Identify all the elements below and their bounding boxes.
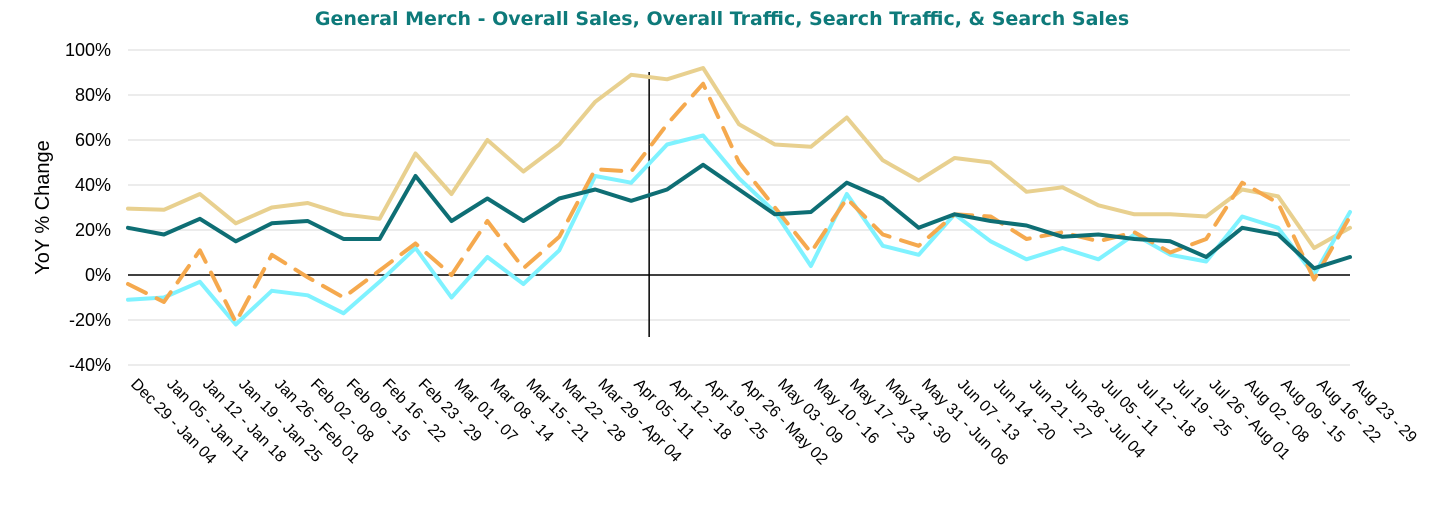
y-tick-labels: -40% -20% 0% 20% 40% 60% 80% 100% (65, 40, 111, 375)
y-axis-label: YoY % Change (32, 140, 54, 275)
gridlines (128, 49, 1350, 366)
y-tick-label: 0% (85, 265, 111, 285)
y-tick-label: 80% (75, 85, 111, 105)
y-tick-label: 100% (65, 40, 111, 60)
y-tick-label: -20% (69, 310, 111, 330)
series-line-4 (126, 162, 1352, 271)
y-tick-label: 40% (75, 175, 111, 195)
series-group (126, 66, 1352, 327)
y-tick-label: 20% (75, 220, 111, 240)
y-tick-label: -40% (69, 355, 111, 375)
y-tick-label: 60% (75, 130, 111, 150)
chart-title: General Merch - Overall Sales, Overall T… (314, 8, 1130, 30)
series-line-1 (126, 66, 1352, 250)
